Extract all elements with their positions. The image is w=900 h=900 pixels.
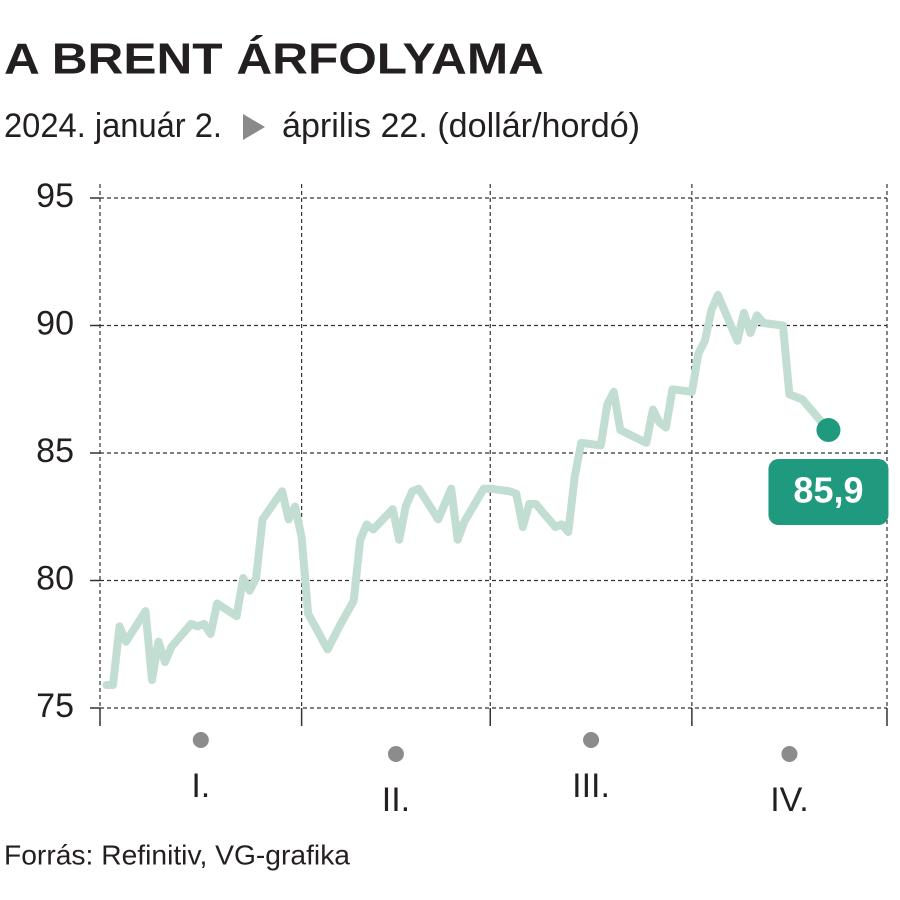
subtitle: április 22. (dollár/hordó) xyxy=(282,107,640,145)
y-tick-label: 95 xyxy=(36,177,74,215)
x-tick-label: III. xyxy=(572,767,610,805)
chart-title: A BRENT ÁRFOLYAMA xyxy=(4,34,544,84)
y-tick-label: 80 xyxy=(36,559,74,597)
month-dot xyxy=(387,746,404,762)
x-tick-label: II. xyxy=(382,781,410,819)
last-point xyxy=(816,418,841,443)
y-tick-label: 75 xyxy=(36,687,74,725)
value-label: 85,9 xyxy=(793,470,863,511)
value-label-box xyxy=(768,459,889,526)
month-dot xyxy=(583,732,600,748)
subtitle: 2024. január 2. xyxy=(4,107,222,145)
x-tick-label: IV. xyxy=(770,781,808,819)
y-tick-label: 90 xyxy=(36,304,74,342)
source: Forrás: Refinitiv, VG-grafika xyxy=(4,839,350,870)
price-line xyxy=(102,290,833,689)
month-dot xyxy=(781,746,798,762)
x-tick-label: I. xyxy=(191,767,210,805)
y-tick-label: 85 xyxy=(36,432,74,470)
arrow-icon xyxy=(243,114,265,140)
month-dot xyxy=(192,732,209,748)
